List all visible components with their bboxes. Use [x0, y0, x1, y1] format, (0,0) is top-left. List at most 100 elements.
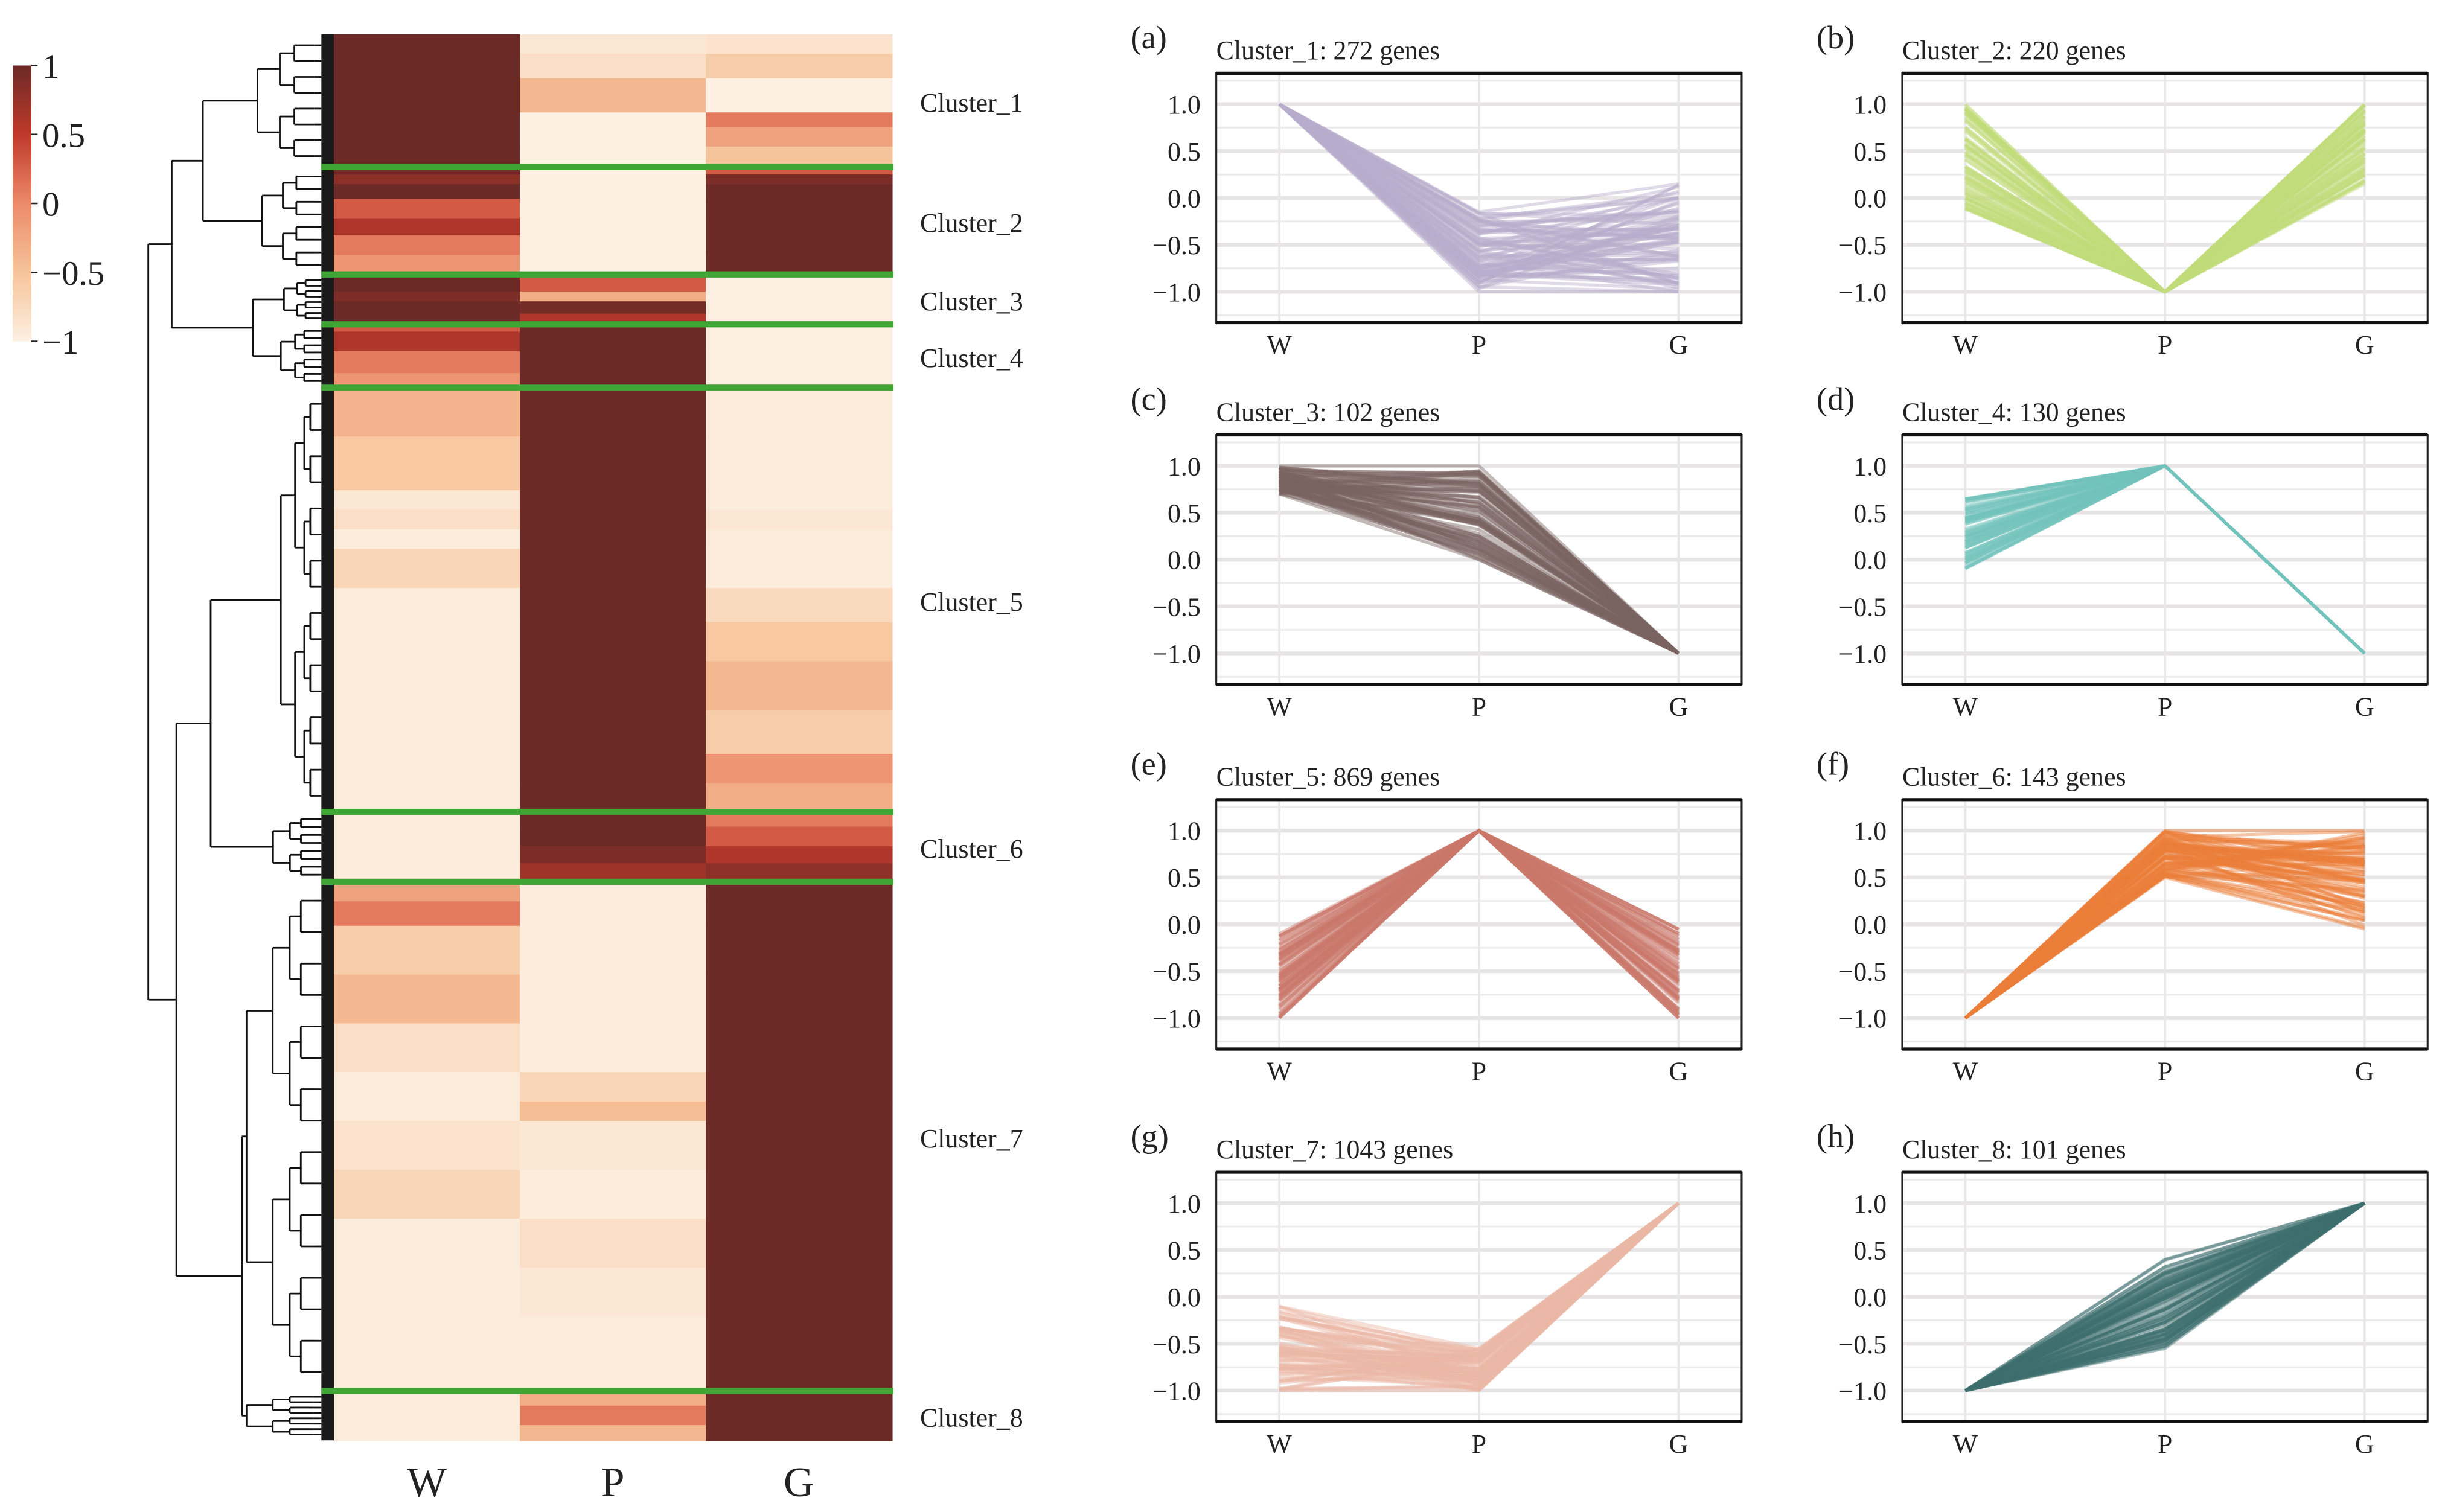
- panel-letter: (f): [1817, 745, 1849, 782]
- cluster-label: Cluster_6: [920, 835, 1023, 864]
- x-tick-label: G: [1669, 1430, 1689, 1459]
- heatmap-cell: [333, 974, 521, 1024]
- gene-line: [1278, 828, 1680, 975]
- gene-line: [1964, 837, 2365, 1019]
- y-tick-label: 0.5: [1168, 1236, 1201, 1265]
- gene-line: [1278, 103, 1679, 273]
- gene-line: [1279, 477, 1680, 655]
- gene-line: [1964, 843, 2365, 1019]
- gene-line: [1964, 464, 2366, 655]
- gene-line: [1964, 846, 2365, 1019]
- gene-line: [1964, 174, 2366, 294]
- heatmap-cell: [520, 112, 707, 128]
- heatmap-cell: [333, 235, 521, 256]
- gene-line: [1964, 103, 2366, 294]
- heatmap-cell: [520, 1170, 707, 1220]
- gene-line: [1964, 874, 2365, 1019]
- heatmap-cell: [520, 388, 707, 438]
- heatmap-cell: [706, 925, 893, 975]
- gene-line: [1964, 842, 2365, 1019]
- gene-line: [1964, 861, 2365, 1019]
- gene-line: [1964, 130, 2366, 294]
- gene-line: [1964, 106, 2366, 294]
- gene-line: [1279, 1202, 1680, 1351]
- gene-line: [1964, 113, 2366, 294]
- gene-line: [1964, 464, 2366, 655]
- y-tick-label: 0.0: [1853, 911, 1887, 940]
- heatmap-cluster-6: [333, 812, 893, 883]
- gene-line: [1278, 829, 1680, 979]
- gene-line: [1964, 840, 2365, 1019]
- gene-line: [1279, 1202, 1680, 1384]
- heatmap-cell: [706, 846, 893, 864]
- gene-line: [1964, 866, 2365, 1019]
- gene-line: [1279, 1202, 1680, 1371]
- heatmap-cell: [333, 1170, 521, 1220]
- gene-line: [1964, 829, 2365, 1019]
- gene-line: [1279, 1202, 1680, 1392]
- heatmap-cell: [706, 901, 893, 927]
- heatmap-cell: [706, 292, 893, 302]
- gene-line: [1964, 464, 2366, 655]
- heatmap-cell: [706, 1023, 893, 1073]
- gene-line: [1964, 464, 2366, 655]
- gene-line: [1278, 828, 1680, 1002]
- heatmap-cell: [520, 549, 707, 589]
- heatmap-cell: [706, 235, 893, 256]
- gene-line: [1964, 1202, 2366, 1392]
- gene-line: [1278, 828, 1680, 992]
- gene-line: [1279, 488, 1680, 655]
- gene-line: [1278, 828, 1680, 990]
- gene-line: [1279, 1202, 1680, 1357]
- gene-line: [1964, 849, 2365, 1019]
- gene-line: [1964, 464, 2366, 655]
- heatmap-cell: [333, 901, 521, 927]
- heatmap-cell: [706, 783, 893, 813]
- panel-b: (b) Cluster_2: 220 genes 1.0 0.5 0.0 −0.5 −1.0…: [1817, 19, 2429, 360]
- gene-line: [1964, 464, 2366, 655]
- gene-line: [1964, 464, 2366, 655]
- gene-line: [1964, 464, 2366, 655]
- gene-line: [1278, 829, 1680, 965]
- heatmap-cell: [520, 331, 707, 352]
- gene-line: [1964, 1202, 2366, 1392]
- heatmap-cell: [333, 112, 521, 128]
- gene-line: [1278, 103, 1679, 285]
- gene-line: [1964, 1202, 2366, 1392]
- gene-line: [1964, 1201, 2365, 1392]
- gene-line: [1964, 464, 2366, 655]
- gene-line: [1278, 828, 1680, 987]
- y-tick-label: −0.5: [1839, 1330, 1887, 1359]
- gene-profile-lines: [1964, 103, 2366, 294]
- heatmap-cell: [333, 1023, 521, 1073]
- gene-line: [1278, 103, 1679, 289]
- y-tick-label: 1.0: [1853, 817, 1887, 846]
- gene-line: [1964, 840, 2365, 1019]
- gene-line: [1278, 829, 1680, 955]
- heatmap-cell: [520, 1316, 707, 1392]
- heatmap-cell: [706, 127, 893, 148]
- y-tick-label: −0.5: [1152, 1330, 1201, 1359]
- gene-line: [1964, 124, 2366, 294]
- heatmap-cell: [706, 622, 893, 662]
- gene-line: [1964, 833, 2365, 1019]
- gene-line: [1278, 828, 1680, 997]
- gene-line: [1279, 488, 1680, 655]
- gene-line: [1964, 464, 2366, 655]
- gene-line: [1964, 464, 2366, 655]
- gene-line: [1278, 103, 1679, 261]
- gene-line: [1279, 483, 1680, 655]
- heatmap-cell: [520, 881, 707, 902]
- colorbar-tick-label: −0.5: [42, 255, 104, 293]
- gene-line: [1964, 464, 2366, 655]
- gene-line: [1279, 1202, 1680, 1380]
- gene-line: [1279, 1202, 1680, 1381]
- gene-line: [1964, 829, 2365, 1019]
- gene-line: [1964, 1201, 2365, 1392]
- gene-line: [1964, 107, 2366, 294]
- gene-line: [1964, 464, 2366, 655]
- gene-line: [1964, 142, 2366, 294]
- gene-line: [1278, 828, 1680, 992]
- gene-line: [1278, 103, 1680, 254]
